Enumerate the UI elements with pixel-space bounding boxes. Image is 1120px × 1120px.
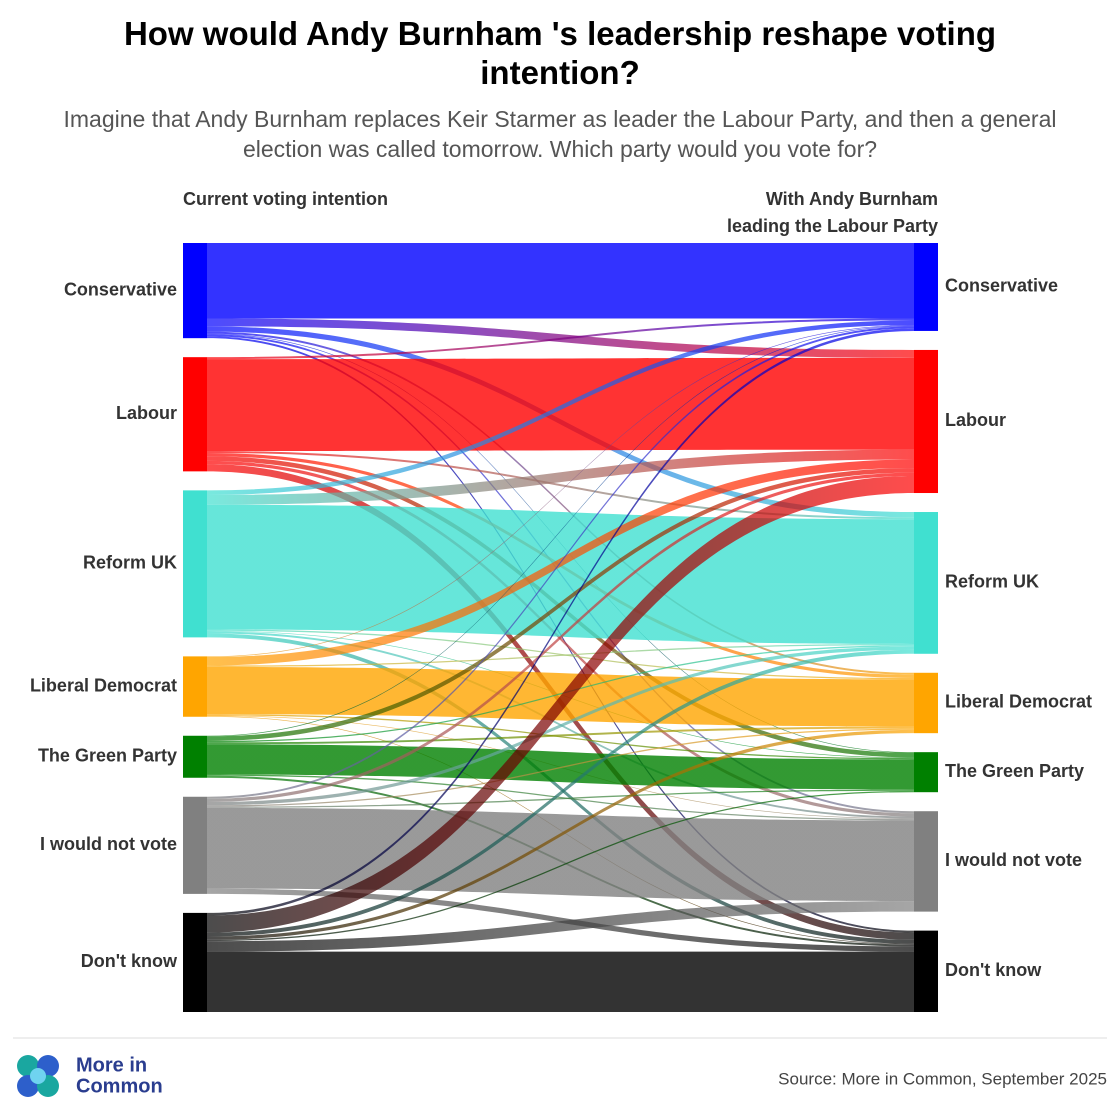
node-label: I would not vote [945, 850, 1082, 870]
logo-text: More in [76, 1054, 147, 1076]
chart-subtitle: Imagine that Andy Burnham replaces Keir … [63, 106, 1057, 162]
flow [207, 728, 914, 807]
flow [207, 468, 914, 742]
right-header: With Andy Burnham [766, 189, 938, 209]
flow [207, 325, 914, 737]
flow [207, 475, 914, 933]
flow [207, 325, 914, 658]
left-header: Current voting intention [183, 189, 388, 209]
flow [207, 629, 914, 680]
flow [207, 331, 914, 675]
node-right [914, 672, 938, 734]
flow [207, 357, 914, 452]
right-header: leading the Labour Party [727, 216, 938, 236]
node-label: Labour [116, 403, 177, 423]
logo-icon [17, 1055, 59, 1097]
flow [207, 888, 914, 952]
logo-text: Common [76, 1075, 163, 1097]
node-label: Conservative [64, 279, 177, 299]
flow [207, 726, 914, 745]
node-left [183, 735, 207, 778]
node-right [914, 512, 938, 654]
node-left [183, 490, 207, 638]
node-label: Liberal Democrat [945, 692, 1092, 712]
node-right [914, 811, 938, 912]
flow [207, 646, 914, 806]
node-left [183, 912, 207, 1012]
flow [207, 320, 914, 495]
flow [207, 649, 914, 937]
flow [207, 451, 914, 520]
node-label: The Green Party [945, 761, 1084, 781]
node-left [183, 796, 207, 894]
chart-title: How would Andy Burnham 's leadership res… [123, 15, 997, 91]
flow [207, 645, 914, 743]
node-right [914, 243, 938, 331]
node-label: Reform UK [83, 553, 177, 573]
node-label: Liberal Democrat [30, 675, 177, 695]
flow [207, 449, 914, 505]
flow [207, 643, 914, 667]
node-right [914, 930, 938, 1012]
flow [207, 790, 914, 942]
node-label: Don't know [81, 951, 178, 971]
flow [207, 951, 914, 1012]
flow [207, 807, 914, 902]
links [207, 243, 914, 1012]
flow [207, 328, 914, 916]
node-label: Reform UK [945, 572, 1039, 592]
node-label: I would not vote [40, 834, 177, 854]
node-right [914, 752, 938, 793]
node-right [914, 349, 938, 494]
flow [207, 472, 914, 803]
flow [207, 504, 914, 644]
flow [207, 633, 914, 944]
node-label: Don't know [945, 960, 1042, 980]
flow [207, 789, 914, 808]
node-label: The Green Party [38, 746, 177, 766]
flow [207, 714, 914, 760]
node-label: Labour [945, 410, 1006, 430]
node-label: Conservative [945, 276, 1058, 296]
flow [207, 326, 914, 799]
flow [207, 243, 914, 319]
node-left [183, 656, 207, 717]
flow [207, 744, 914, 790]
flow [207, 318, 914, 360]
flow [207, 729, 914, 940]
flow [207, 901, 914, 952]
flow [207, 774, 914, 821]
node-left [183, 357, 207, 472]
node-left [183, 243, 207, 339]
source: Source: More in Common, September 2025 [778, 1069, 1107, 1088]
